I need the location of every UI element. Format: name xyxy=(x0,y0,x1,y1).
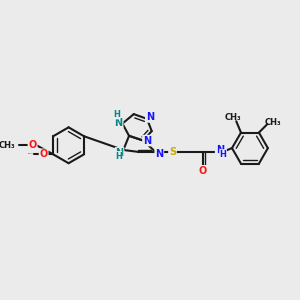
Text: N: N xyxy=(216,145,224,155)
Text: N: N xyxy=(143,136,151,146)
Text: H: H xyxy=(113,110,120,119)
Text: O: O xyxy=(28,140,37,150)
Text: O: O xyxy=(199,166,207,176)
Text: N: N xyxy=(116,148,124,158)
Text: N: N xyxy=(115,118,123,128)
Text: H: H xyxy=(220,150,226,159)
Text: methoxy: methoxy xyxy=(28,153,34,154)
Text: CH₃: CH₃ xyxy=(265,118,281,127)
Text: CH₃: CH₃ xyxy=(224,113,241,122)
Text: N: N xyxy=(155,149,163,159)
Text: N: N xyxy=(146,112,154,122)
Text: S: S xyxy=(169,147,176,157)
Text: O: O xyxy=(40,149,48,159)
Text: CH₃: CH₃ xyxy=(0,141,16,150)
Text: H: H xyxy=(115,152,122,160)
